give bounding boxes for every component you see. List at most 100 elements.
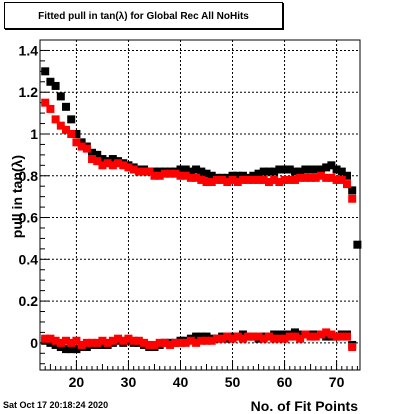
data-point: [332, 332, 341, 341]
data-point: [160, 169, 169, 178]
data-point: [337, 332, 346, 341]
data-point: [264, 167, 273, 176]
data-point: [176, 338, 185, 347]
y-tick-label: 0.2: [19, 293, 39, 309]
data-point: [67, 338, 76, 347]
data-point: [114, 334, 123, 343]
data-point: [108, 161, 117, 170]
data-point: [56, 121, 65, 130]
data-point: [218, 175, 227, 184]
data-point: [264, 332, 273, 341]
data-point: [342, 171, 351, 180]
data-point: [46, 104, 55, 113]
data-point: [67, 115, 76, 124]
data-point: [192, 338, 201, 347]
data-point: [192, 332, 201, 341]
data-point: [98, 161, 107, 170]
x-tick-label: 40: [173, 374, 189, 390]
data-point: [238, 171, 247, 180]
y-tick-label: 1.4: [19, 42, 39, 58]
data-point: [155, 171, 164, 180]
data-point: [108, 155, 117, 164]
data-point: [88, 148, 97, 157]
data-point: [233, 178, 242, 187]
data-point: [176, 165, 185, 174]
y-tick-label: 0.6: [19, 210, 39, 226]
data-point: [77, 138, 86, 147]
data-point: [301, 165, 310, 174]
data-point: [93, 338, 102, 347]
data-point: [233, 171, 242, 180]
data-point: [155, 338, 164, 347]
data-point: [290, 175, 299, 184]
data-point: [181, 338, 190, 347]
data-point: [348, 194, 357, 203]
data-point: [223, 332, 232, 341]
data-point: [311, 332, 320, 341]
data-point: [342, 180, 351, 189]
data-point: [82, 343, 91, 352]
data-point: [254, 169, 263, 178]
data-point: [238, 330, 247, 339]
data-point: [166, 340, 175, 349]
data-point: [280, 165, 289, 174]
x-tick-label: 20: [69, 374, 85, 390]
data-point: [280, 334, 289, 343]
data-point: [348, 343, 357, 352]
data-point: [207, 178, 216, 187]
y-tick-label: 0.4: [19, 251, 39, 267]
data-point: [254, 332, 263, 341]
x-tick-label: 30: [121, 374, 137, 390]
data-point: [327, 173, 336, 182]
data-point: [212, 175, 221, 184]
y-tick-label: 0: [30, 335, 38, 351]
data-point: [82, 338, 91, 347]
data-point: [56, 338, 65, 347]
data-point: [238, 334, 247, 343]
data-point: [290, 328, 299, 337]
data-point: [72, 129, 81, 138]
data-point: [181, 171, 190, 180]
x-tick-label: 70: [329, 374, 345, 390]
data-point: [353, 240, 362, 249]
data-point: [270, 175, 279, 184]
data-point: [197, 332, 206, 341]
data-point: [67, 129, 76, 138]
data-point: [51, 336, 60, 345]
data-point: [51, 81, 60, 90]
data-point: [98, 340, 107, 349]
data-point: [51, 115, 60, 124]
data-point: [192, 173, 201, 182]
data-point: [150, 167, 159, 176]
data-point: [150, 340, 159, 349]
data-point: [108, 336, 117, 345]
data-point: [228, 175, 237, 184]
data-point: [275, 165, 284, 174]
data-point: [316, 330, 325, 339]
data-point: [67, 345, 76, 354]
data-point: [285, 165, 294, 174]
data-point: [337, 175, 346, 184]
data-point: [140, 167, 149, 176]
plot-frame: [39, 39, 361, 371]
data-point: [124, 334, 133, 343]
y-axis-tick-labels: 0 0.2 0.4 0.6 0.8 1 1.2 1.4: [19, 42, 39, 350]
data-point: [259, 167, 268, 176]
data-point: [228, 171, 237, 180]
data-point: [322, 328, 331, 337]
data-point: [62, 125, 71, 134]
data-point: [197, 336, 206, 345]
data-point: [316, 165, 325, 174]
data-point: [46, 334, 55, 343]
data-point: [270, 330, 279, 339]
data-point: [186, 336, 195, 345]
data-point: [348, 186, 357, 195]
data-point: [186, 173, 195, 182]
data-point: [56, 92, 65, 101]
data-point: [98, 155, 107, 164]
data-point: [186, 167, 195, 176]
data-point: [296, 330, 305, 339]
data-point: [223, 173, 232, 182]
data-point: [72, 336, 81, 345]
